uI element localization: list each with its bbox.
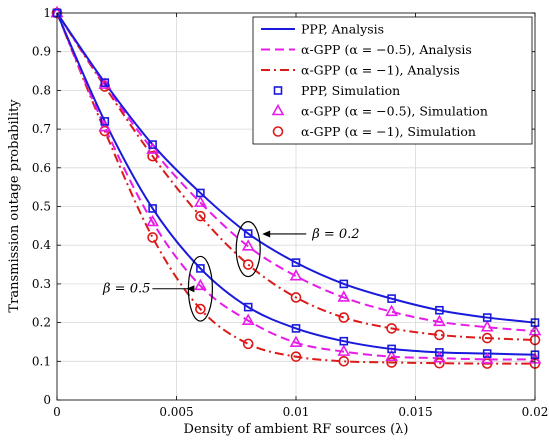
y-tick-label: 0.1 (32, 354, 51, 368)
circle-marker (338, 355, 350, 367)
square-marker (387, 294, 396, 303)
circle-marker (242, 338, 254, 350)
triangle-marker (337, 290, 351, 302)
y-tick-label: 0.6 (32, 161, 51, 175)
triangle-marker (241, 239, 255, 251)
x-tick-label: 0.01 (283, 405, 310, 419)
triangle-marker (385, 349, 398, 361)
square-marker (339, 336, 349, 346)
y-tick-label: 0.5 (32, 200, 51, 214)
square-marker (148, 204, 157, 213)
triangle-marker (98, 120, 112, 132)
square-marker (291, 258, 301, 267)
square-marker (339, 279, 349, 289)
ppp-analysis-curve (56, 12, 536, 356)
square-marker (196, 188, 205, 198)
triangle-marker (98, 77, 112, 89)
triangle-marker (241, 313, 255, 325)
square-marker (273, 86, 283, 95)
x-tick-label: 0.015 (398, 405, 432, 419)
square-marker (196, 264, 205, 273)
x-tick-label: 0.02 (522, 405, 549, 419)
legend-label: PPP, Simulation (301, 83, 400, 98)
square-marker (482, 349, 492, 358)
circle-marker (195, 210, 206, 222)
legend-label: α-GPP (α = −0.5), Simulation (301, 104, 488, 119)
triangle-marker (433, 314, 446, 327)
gpp_1-analysis-curve (56, 12, 536, 342)
triangle-marker (433, 351, 446, 363)
annotations: β = 0.2 β = 0.5 (102, 220, 360, 322)
legend-label: α-GPP (α = −0.5), Analysis (301, 42, 472, 57)
annotation-ellipse (235, 220, 261, 278)
square-marker (435, 305, 444, 315)
triangle-marker (271, 103, 285, 116)
y-tick-label: 0.9 (32, 45, 51, 59)
circle-marker (290, 292, 302, 303)
annotation-label: β = 0.2 (311, 227, 359, 242)
square-marker (387, 344, 396, 354)
square-marker (243, 302, 253, 312)
square-marker (243, 229, 253, 238)
axis-ticks: 0 0.005 0.01 0.015 0.02 0 0.1 0.2 0.3 0.4 0.5 0.6 0.… (32, 6, 548, 419)
gpp_05-analysis-curve (56, 12, 536, 361)
annotation-arrow-head (262, 230, 271, 238)
triangle-marker (480, 320, 494, 332)
ppp-analysis-curve (56, 12, 536, 324)
square-marker (291, 324, 301, 333)
triangle-marker (146, 214, 159, 227)
square-marker (100, 78, 110, 87)
legend-label: α-GPP (α = −1), Simulation (301, 124, 476, 139)
y-tick-label: 0.4 (32, 238, 51, 252)
triangle-marker (337, 344, 351, 356)
y-tick-label: 0 (43, 393, 51, 407)
circle-marker (242, 259, 254, 270)
analysis-curves (56, 12, 536, 365)
triangle-marker (289, 269, 303, 281)
legend-label: PPP, Analysis (301, 22, 384, 37)
annotation-arrow-head (186, 285, 195, 293)
circle-marker (386, 323, 397, 334)
square-marker (435, 348, 444, 357)
legend-label: α-GPP (α = −1), Analysis (301, 63, 460, 78)
circle-marker (338, 312, 350, 323)
circle-marker (481, 332, 493, 344)
circle-marker (147, 150, 158, 162)
y-tick-label: 0.8 (32, 83, 51, 97)
square-marker (148, 140, 157, 149)
square-marker (100, 117, 110, 126)
circle-marker (386, 357, 397, 368)
triangle-marker (194, 195, 207, 207)
x-tick-label: 0.005 (159, 405, 193, 419)
annotation-label: β = 0.5 (102, 282, 150, 297)
y-axis-label: Transmission outage probability (7, 99, 22, 313)
circle-marker (272, 126, 284, 137)
circle-marker (195, 303, 206, 315)
x-tick-label: 0 (53, 405, 61, 419)
y-tick-label: 0.2 (32, 316, 51, 330)
legend-box (252, 16, 533, 145)
y-tick-label: 0.3 (32, 277, 51, 291)
circle-marker (290, 351, 302, 362)
triangle-marker (480, 352, 494, 364)
gpp_05-analysis-curve (56, 12, 536, 333)
circle-marker (434, 357, 445, 369)
circle-marker (434, 329, 445, 341)
y-tick-label: 0.7 (32, 122, 51, 136)
y-tick-label: 1 (43, 6, 51, 20)
triangle-marker (194, 278, 207, 291)
circle-marker (147, 232, 158, 243)
x-axis-label: Density of ambient RF sources (λ) (184, 422, 409, 437)
triangle-marker (385, 304, 398, 317)
square-marker (482, 313, 492, 322)
gpp_1-analysis-curve (56, 12, 536, 365)
legend: PPP, Analysis α-GPP (α = −0.5), Analysis α… (252, 16, 533, 145)
triangle-marker (289, 335, 303, 348)
